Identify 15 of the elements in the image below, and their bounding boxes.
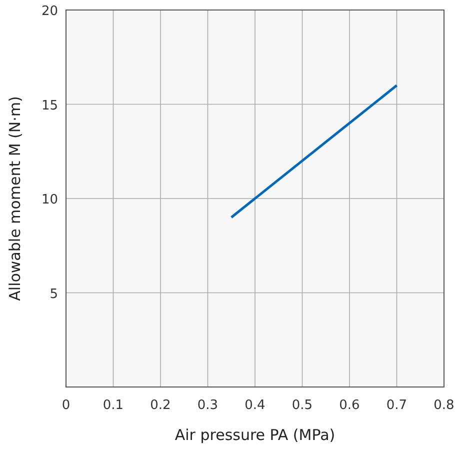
x-tick-label: 0.2	[150, 398, 171, 413]
y-tick-label: 5	[50, 286, 58, 302]
x-axis-title: Air pressure PA (MPa)	[174, 426, 336, 444]
y-tick-label: 10	[41, 192, 58, 208]
x-tick-label: 0.4	[244, 398, 266, 413]
y-axis-title: Allowable moment M (N·m)	[6, 96, 24, 301]
x-tick-label: 0.1	[102, 398, 124, 413]
x-tick-label: 0.5	[292, 398, 313, 413]
y-tick-label: 15	[41, 98, 58, 114]
x-tick-label: 0.6	[339, 398, 360, 413]
y-tick-label: 20	[41, 4, 58, 19]
x-tick-label: 0.7	[386, 398, 408, 413]
x-tick-label: 0.3	[197, 398, 218, 413]
x-tick-label: 0.8	[434, 398, 454, 413]
x-tick-label: 0	[62, 398, 70, 413]
